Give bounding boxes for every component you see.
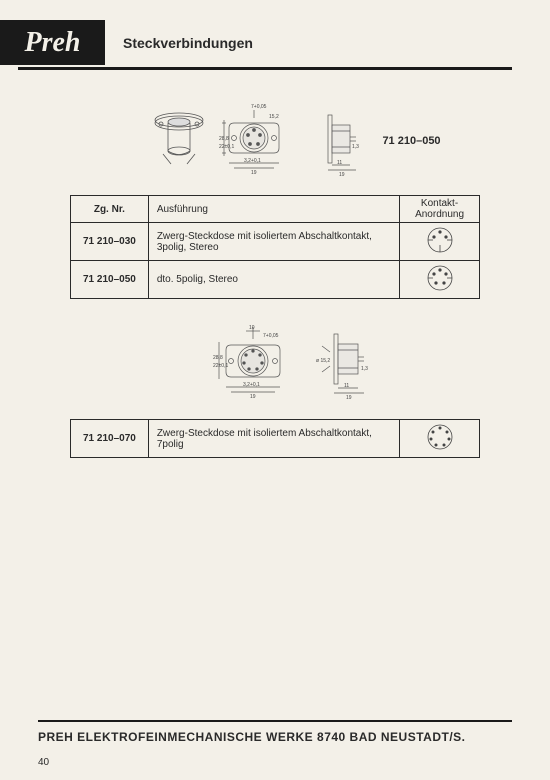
dim-label: ø 15,2 xyxy=(316,358,330,364)
dim-label: 22±0,1 xyxy=(213,363,228,369)
dim-label: 10 xyxy=(249,325,255,331)
cell-aus: Zwerg-Steckdose mit isoliertem Abschaltk… xyxy=(148,223,399,261)
dim-label: 7+0,05 xyxy=(251,104,267,110)
dim-label: 3,2+0,1 xyxy=(244,158,261,164)
cell-aus: dto. 5polig, Stereo xyxy=(148,261,399,299)
dim-label: 19 xyxy=(250,394,256,400)
cell-zg: 71 210–030 xyxy=(71,223,149,261)
diagram-front-1: 28,8 22±0,1 3,2+0,1 19 7+0,05 15,2 xyxy=(219,98,294,183)
col-header-kontakt: Kontakt- Anordnung xyxy=(400,196,480,223)
cell-kontakt-icon xyxy=(400,223,480,261)
table-row: 71 210–050 dto. 5polig, Stereo xyxy=(71,261,480,299)
table-row: 71 210–030 Zwerg-Steckdose mit isolierte… xyxy=(71,223,480,261)
dim-label: 15,2 xyxy=(269,114,279,120)
table-row: 71 210–070 Zwerg-Steckdose mit isolierte… xyxy=(71,420,480,458)
page-number: 40 xyxy=(38,757,49,768)
dim-label: 19 xyxy=(339,172,345,178)
footer-company: PREH ELEKTROFEINMECHANISCHE WERKE 8740 B… xyxy=(38,730,512,744)
table-header-row: Zg. Nr. Ausführung Kontakt- Anordnung xyxy=(71,196,480,223)
diagram-side-2: ø 15,2 11 1,3 19 xyxy=(308,322,378,402)
content-area: 28,8 22±0,1 3,2+0,1 19 7+0,05 15,2 11 1,… xyxy=(0,70,550,458)
dim-label: 22±0,1 xyxy=(219,144,234,150)
diagram-part-number: 71 210–050 xyxy=(382,135,440,147)
section-title: Steckverbindungen xyxy=(123,35,253,51)
cell-zg: 71 210–070 xyxy=(71,420,149,458)
diagram-side-1: 11 1,3 19 xyxy=(304,103,364,178)
page-header: Preh Steckverbindungen xyxy=(0,0,550,65)
cell-zg: 71 210–050 xyxy=(71,261,149,299)
dim-label: 3,2+0,1 xyxy=(243,382,260,388)
dim-label: 28,8 xyxy=(213,355,223,361)
page-footer: PREH ELEKTROFEINMECHANISCHE WERKE 8740 B… xyxy=(0,720,550,744)
diagram-block-2: 28,8 22±0,1 10 7+0,05 3,2+0,1 19 ø 15,2 … xyxy=(40,317,510,407)
dim-label: 19 xyxy=(251,170,257,176)
cell-kontakt-icon xyxy=(400,261,480,299)
footer-rule xyxy=(38,720,512,722)
dim-label: 1,3 xyxy=(361,366,368,372)
spec-table-2: 71 210–070 Zwerg-Steckdose mit isolierte… xyxy=(70,419,480,458)
spec-table-1: Zg. Nr. Ausführung Kontakt- Anordnung 71… xyxy=(70,195,480,299)
cell-aus: Zwerg-Steckdose mit isoliertem Abschaltk… xyxy=(148,420,399,458)
col-header-aus: Ausführung xyxy=(148,196,399,223)
col-header-zg: Zg. Nr. xyxy=(71,196,149,223)
diagram-front-2: 28,8 22±0,1 10 7+0,05 3,2+0,1 19 xyxy=(213,317,298,407)
diagram-perspective-1 xyxy=(149,106,209,176)
dim-label: 19 xyxy=(346,395,352,401)
dim-label: 7+0,05 xyxy=(263,333,279,339)
dim-label: 11 xyxy=(344,383,349,389)
cell-kontakt-icon xyxy=(400,420,480,458)
dim-label: 1,3 xyxy=(352,144,359,150)
dim-label: 11 xyxy=(337,160,342,166)
diagram-block-1: 28,8 22±0,1 3,2+0,1 19 7+0,05 15,2 11 1,… xyxy=(40,98,510,183)
dim-label: 28,8 xyxy=(219,136,229,142)
brand-logo: Preh xyxy=(0,20,105,65)
